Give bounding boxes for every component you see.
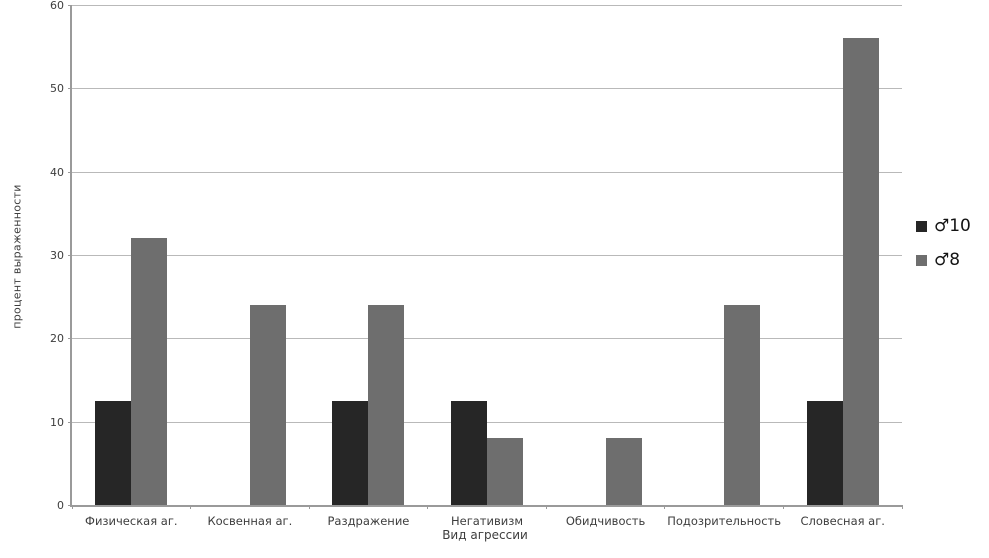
bar-♂8-Физическая аг. bbox=[131, 238, 168, 505]
y-tick-mark bbox=[68, 5, 72, 6]
legend-item-♂8: ♂8 bbox=[916, 250, 971, 270]
x-tick-mark bbox=[545, 505, 547, 509]
y-tick-mark bbox=[68, 505, 72, 506]
legend-label: ♂10 bbox=[934, 216, 971, 236]
legend-label: ♂8 bbox=[934, 250, 961, 270]
y-tick-label-40: 40 bbox=[50, 165, 64, 179]
x-tick-mark bbox=[190, 505, 192, 509]
y-tick-label-10: 10 bbox=[50, 415, 64, 429]
legend-item-♂10: ♂10 bbox=[916, 216, 971, 236]
plot-area: 0 10 20 30 40 50 60 Физическая аг. Косвенная аг.… bbox=[50, 0, 903, 528]
x-tick-mark bbox=[71, 505, 73, 509]
bar-♂10-Словесная аг. bbox=[806, 400, 843, 505]
x-label-7: Словесная аг. bbox=[800, 514, 885, 528]
x-label-6: Подозрительность bbox=[667, 514, 782, 528]
legend-swatch-icon bbox=[916, 220, 927, 232]
x-tick-mark bbox=[782, 505, 784, 509]
x-label-3: Раздражение bbox=[327, 514, 410, 528]
gridline-50 bbox=[72, 88, 902, 90]
y-tick-label-20: 20 bbox=[50, 332, 64, 346]
y-tick-label-0: 0 bbox=[57, 499, 64, 512]
bar-♂8-Подозрительность bbox=[724, 305, 761, 505]
x-label-2: Косвенная аг. bbox=[207, 514, 293, 528]
x-label-1: Физическая аг. bbox=[85, 514, 178, 528]
y-tick-mark bbox=[68, 255, 72, 256]
gridline-20 bbox=[72, 338, 902, 340]
bar-♂8-Негативизм bbox=[487, 438, 523, 505]
bar-♂8-Словесная аг. bbox=[842, 38, 879, 505]
gridline-60 bbox=[72, 5, 902, 6]
x-axis-title: Вид агрессии bbox=[442, 528, 528, 542]
bar-♂8-Косвенная аг. bbox=[249, 305, 286, 505]
legend-swatch-icon bbox=[916, 254, 927, 266]
x-tick-mark bbox=[901, 505, 903, 509]
gridline-10 bbox=[72, 421, 902, 423]
y-tick-mark bbox=[68, 338, 72, 340]
bar-♂10-Физическая аг. bbox=[95, 400, 132, 505]
x-label-4: Негативизм bbox=[450, 514, 523, 528]
y-tick-mark bbox=[68, 421, 72, 423]
bar-♂8-Раздражение bbox=[368, 305, 405, 505]
y-tick-label-50: 50 bbox=[50, 82, 64, 96]
gridline-40 bbox=[72, 171, 902, 173]
y-tick-label-60: 60 bbox=[50, 0, 64, 12]
y-axis-title: процент выраженности bbox=[10, 184, 24, 329]
bar-♂10-Раздражение bbox=[332, 400, 369, 505]
gridline-30 bbox=[72, 255, 902, 256]
bar-♂10-Негативизм bbox=[451, 400, 487, 505]
y-tick-mark bbox=[68, 88, 72, 90]
x-tick-mark bbox=[308, 505, 310, 509]
x-tick-mark bbox=[427, 505, 429, 509]
bar-♂8-Обидчивость bbox=[605, 438, 642, 505]
y-tick-mark bbox=[68, 171, 72, 173]
y-tick-label-30: 30 bbox=[50, 249, 64, 262]
x-label-5: Обидчивость bbox=[565, 514, 646, 528]
x-tick-mark bbox=[664, 505, 666, 509]
legend: ♂10 ♂8 bbox=[916, 216, 971, 270]
